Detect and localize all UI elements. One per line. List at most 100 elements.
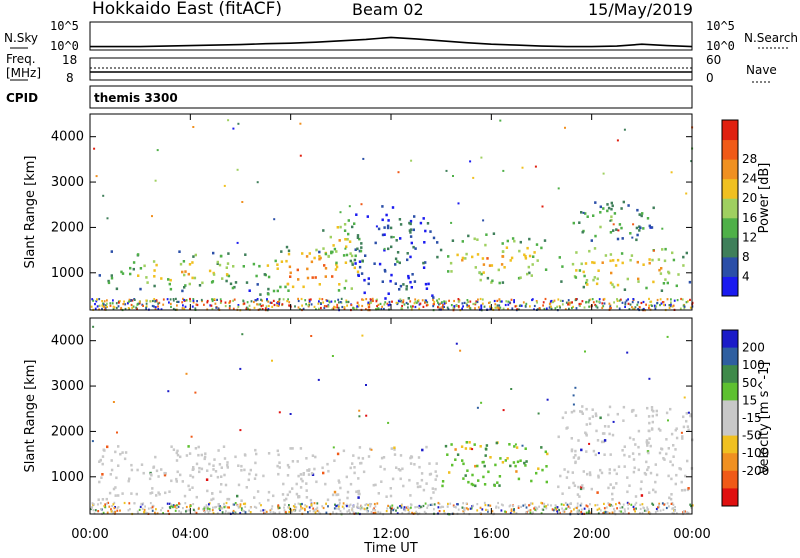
power-cell [497, 306, 499, 309]
power-cell [612, 259, 615, 262]
power-cell [621, 237, 624, 240]
velocity-cell [212, 468, 215, 471]
power-cell [367, 277, 370, 280]
velocity-cell [424, 502, 427, 505]
velocity-cell [407, 512, 410, 515]
velocity-cell [583, 507, 586, 510]
power-cell [353, 222, 356, 225]
power-cell [689, 306, 692, 309]
power-cell [457, 298, 460, 301]
power-cell [115, 287, 119, 291]
velocity-cell [600, 471, 604, 475]
power-cell [633, 307, 636, 311]
velocity-cell [562, 503, 565, 506]
power-cell [167, 278, 170, 281]
power-cell [106, 302, 108, 305]
power-cell [153, 269, 156, 272]
velocity-cell [91, 440, 94, 443]
power-cell [452, 306, 455, 309]
power-cell [98, 304, 101, 307]
power-cell [106, 299, 108, 302]
velocity-cell [505, 510, 507, 514]
velocity-cell [408, 478, 411, 482]
power-cell [370, 301, 372, 304]
power-cell [353, 266, 356, 270]
power-cell [624, 301, 627, 304]
power-colorbar-swatch [722, 178, 738, 199]
power-cell [209, 304, 212, 307]
power-cell [136, 302, 139, 306]
velocity-cell [425, 482, 428, 485]
power-cell [169, 278, 172, 282]
power-cell [103, 300, 106, 303]
power-cell [101, 304, 104, 307]
power-cell [191, 276, 194, 280]
power-cell [561, 303, 564, 306]
velocity-cell [476, 464, 479, 468]
velocity-cell [149, 492, 152, 495]
velocity-echo-cells [90, 325, 694, 516]
velocity-cell [689, 414, 692, 418]
velocity-cell [374, 483, 377, 487]
power-cell [417, 299, 420, 302]
power-cell [614, 264, 618, 267]
power-cell [381, 305, 383, 308]
velocity-cell [447, 502, 449, 505]
power-cell [481, 302, 484, 305]
power-cell [383, 233, 386, 236]
power-cell [324, 252, 328, 256]
velocity-cell [566, 470, 570, 474]
power-cell [602, 172, 605, 175]
velocity-cell [130, 463, 133, 467]
velocity-cell [607, 425, 610, 428]
power-cell [380, 308, 383, 311]
power-colorbar-frame [721, 119, 739, 297]
power-cell [237, 304, 240, 307]
velocity-cell [667, 447, 670, 450]
velocity-cell [558, 511, 560, 514]
power-cell [110, 276, 114, 280]
power-cell [660, 302, 663, 305]
power-cell [360, 246, 363, 249]
power-cell [654, 307, 657, 310]
velocity-cell [192, 466, 195, 469]
power-colorbar-tick: 4 [742, 269, 750, 283]
velocity-cell [333, 459, 336, 462]
power-cell [389, 226, 393, 230]
velocity-cell [665, 411, 669, 415]
power-cell [443, 305, 445, 308]
power-cell [94, 303, 96, 306]
velocity-cell [217, 504, 220, 507]
velocity-cell [462, 462, 465, 466]
power-cell [371, 297, 374, 300]
velocity-cell [166, 502, 169, 505]
date-title: 15/May/2019 [588, 0, 693, 19]
velocity-cell [289, 447, 292, 450]
power-cell [571, 306, 573, 310]
power-cell [294, 305, 296, 308]
velocity-cell [116, 431, 118, 434]
velocity-cell [236, 494, 239, 498]
velocity-cell [91, 502, 94, 505]
velocity-cell [337, 507, 340, 510]
station-title: Hokkaido East (fitACF) [92, 0, 282, 19]
velocity-cell [434, 470, 437, 473]
velocity-cell [559, 474, 562, 478]
velocity-cell [607, 486, 610, 490]
velocity-cell [465, 441, 468, 444]
velocity-cell [557, 435, 560, 439]
velocity-cell [603, 511, 606, 514]
velocity-cell [667, 419, 669, 422]
power-colorbar-swatch [722, 159, 738, 180]
velocity-cell [429, 472, 433, 476]
power-cell [528, 271, 531, 275]
power-cell [617, 229, 620, 232]
power-cell [182, 260, 186, 263]
velocity-cell [627, 503, 630, 506]
velocity-cell [594, 412, 598, 415]
power-cell [490, 281, 493, 284]
velocity-cell [295, 506, 298, 509]
velocity-cell [282, 482, 285, 486]
velocity-cell [401, 512, 404, 515]
power-cell [458, 300, 460, 303]
